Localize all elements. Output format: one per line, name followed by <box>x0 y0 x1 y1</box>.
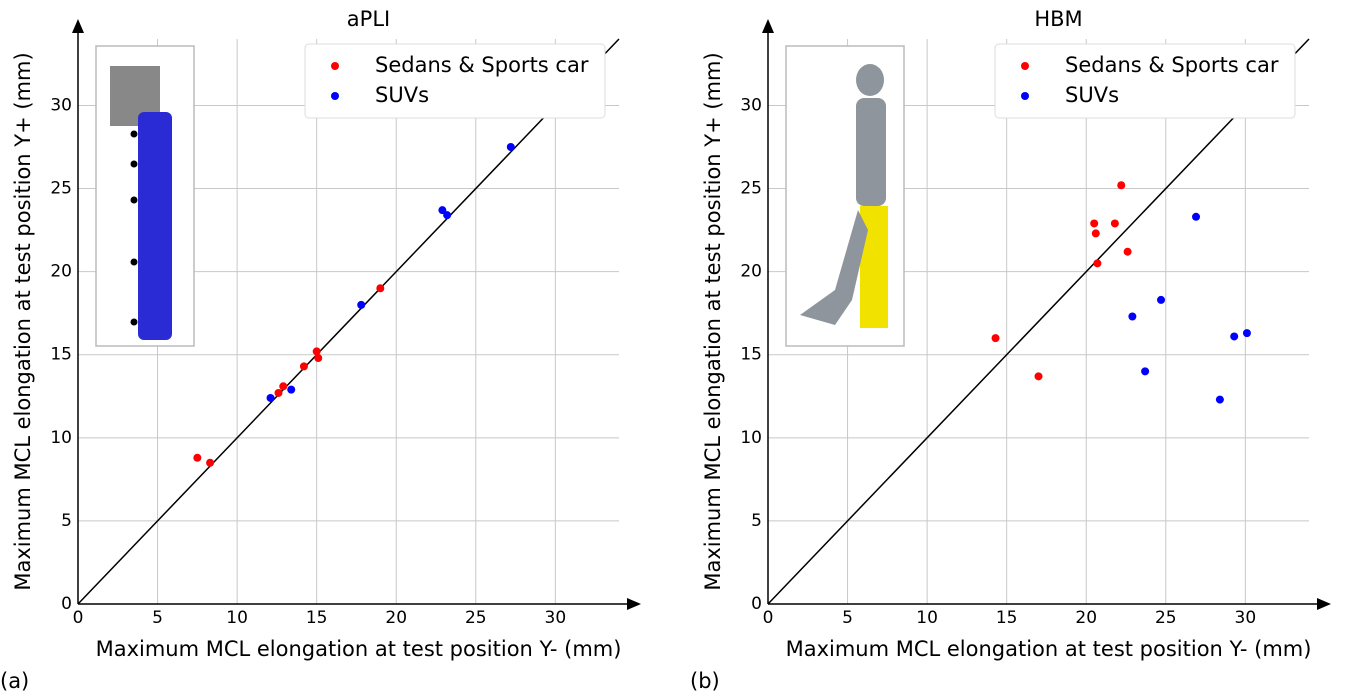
legend-label: SUVs <box>1065 83 1119 107</box>
point <box>1141 367 1150 376</box>
point <box>1215 395 1224 404</box>
legend-label: Sedans & Sports car <box>1065 53 1279 77</box>
point <box>1091 229 1100 238</box>
point <box>1090 219 1099 228</box>
point <box>299 362 308 371</box>
x-tick-label: 5 <box>842 608 853 628</box>
x-arrow <box>1317 598 1331 610</box>
x-tick-label: 15 <box>306 608 328 628</box>
legend-marker <box>331 62 339 70</box>
y-arrow <box>72 19 84 33</box>
point <box>206 458 215 467</box>
legend-box <box>994 43 1296 119</box>
inset-apli <box>95 45 195 347</box>
x-tick-label: 5 <box>152 608 163 628</box>
x-tick-label: 10 <box>226 608 248 628</box>
legend-marker <box>1021 62 1029 70</box>
y-tick-label: 10 <box>740 428 762 448</box>
y-tick-label: 20 <box>50 262 72 282</box>
legend-marker <box>1021 92 1029 100</box>
panel-label: (b) <box>690 669 720 693</box>
y-tick-label: 15 <box>50 345 72 365</box>
x-tick-label: 30 <box>545 608 567 628</box>
y-tick-label: 5 <box>751 511 762 531</box>
point <box>376 284 385 293</box>
point <box>1192 212 1201 221</box>
point <box>991 334 1000 343</box>
point <box>1242 329 1251 338</box>
legend-label: Sedans & Sports car <box>375 53 589 77</box>
point <box>314 354 323 363</box>
y-tick-label: 15 <box>740 345 762 365</box>
point <box>1110 219 1119 228</box>
point <box>1117 181 1126 190</box>
point <box>438 206 447 215</box>
x-tick-label: 15 <box>996 608 1018 628</box>
y-tick-label: 30 <box>50 95 72 115</box>
point <box>274 388 283 397</box>
point <box>266 393 275 402</box>
legend-label: SUVs <box>375 83 429 107</box>
point <box>1157 295 1166 304</box>
point <box>279 382 288 391</box>
y-tick-label: 5 <box>61 511 72 531</box>
legend-box <box>304 43 606 119</box>
point <box>1128 312 1137 321</box>
point <box>1034 372 1043 381</box>
y-arrow <box>762 19 774 33</box>
x-tick-label: 25 <box>1155 608 1177 628</box>
y-tick-label: 20 <box>740 262 762 282</box>
y-tick-label: 25 <box>50 179 72 199</box>
legend-marker <box>331 92 339 100</box>
chart-title: HBM <box>1034 7 1082 31</box>
y-axis-label: Maximum MCL elongation at test position … <box>11 52 35 590</box>
x-axis-label: Maximum MCL elongation at test position … <box>786 637 1312 661</box>
y-tick-label: 0 <box>751 594 762 614</box>
panel-label: (a) <box>0 669 29 693</box>
y-axis-label: Maximum MCL elongation at test position … <box>701 52 725 590</box>
point <box>443 211 452 220</box>
point <box>312 347 321 356</box>
y-tick-label: 25 <box>740 179 762 199</box>
x-tick-label: 0 <box>73 608 84 628</box>
x-tick-label: 10 <box>916 608 938 628</box>
y-tick-label: 10 <box>50 428 72 448</box>
point <box>193 453 202 462</box>
x-arrow <box>627 598 641 610</box>
x-tick-label: 30 <box>1235 608 1257 628</box>
x-tick-label: 20 <box>385 608 407 628</box>
x-tick-label: 20 <box>1075 608 1097 628</box>
point <box>1230 332 1239 341</box>
identity-line <box>77 38 620 605</box>
point <box>287 385 296 394</box>
y-tick-label: 30 <box>740 95 762 115</box>
chart-title: aPLI <box>347 7 390 31</box>
x-axis-label: Maximum MCL elongation at test position … <box>96 637 622 661</box>
x-tick-label: 0 <box>763 608 774 628</box>
point <box>1123 247 1132 256</box>
x-tick-label: 25 <box>465 608 487 628</box>
point <box>1093 259 1102 268</box>
point <box>357 300 366 309</box>
inset-hbm <box>785 45 905 347</box>
y-tick-label: 0 <box>61 594 72 614</box>
point <box>506 143 515 152</box>
identity-line <box>767 38 1310 605</box>
